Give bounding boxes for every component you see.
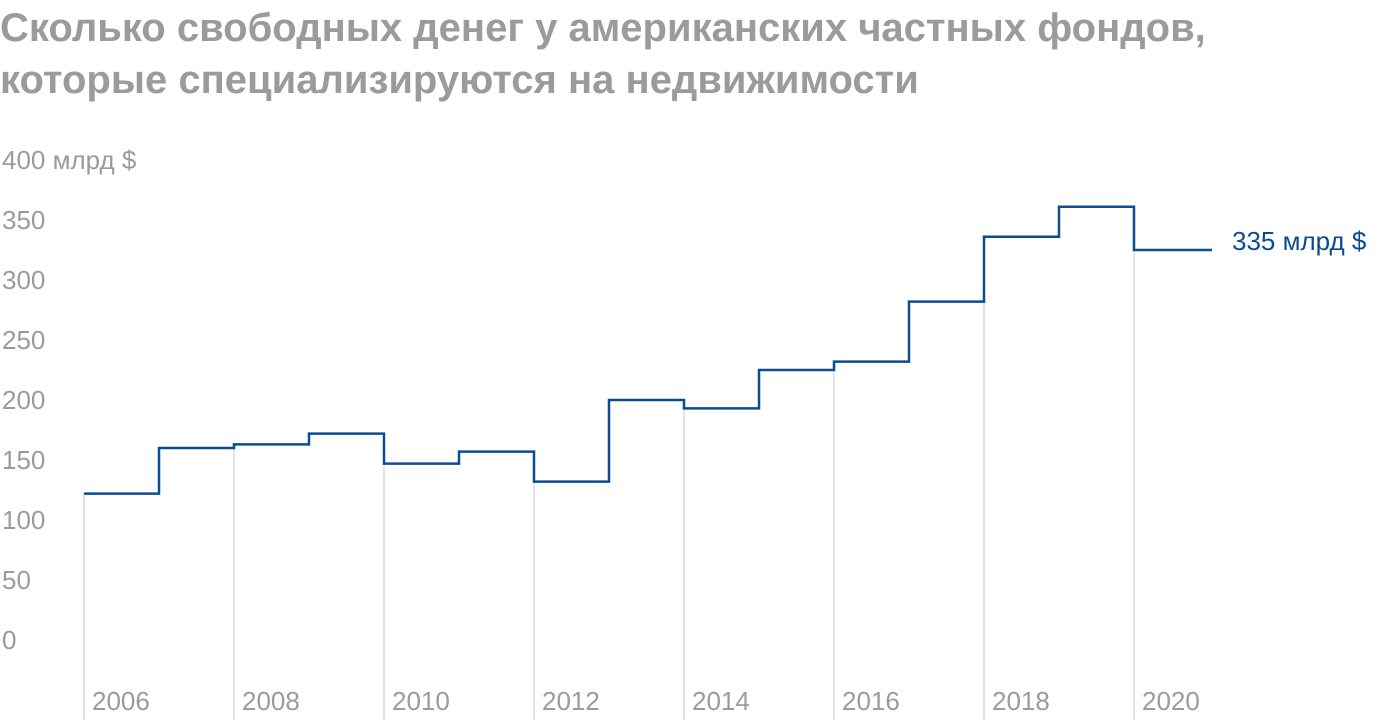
grid-lines <box>83 236 1135 720</box>
x-tick-label: 2018 <box>992 686 1050 716</box>
x-axis-ticks: 2006 2008 2010 2012 2014 2016 2018 2020 <box>92 686 1200 716</box>
chart-title: Сколько свободных денег у американских ч… <box>0 2 1360 106</box>
y-tick-label: 300 <box>2 265 45 295</box>
y-axis-ticks: 0 50 100 150 200 250 300 350 400 млрд $ <box>2 145 137 655</box>
x-tick-label: 2016 <box>842 686 900 716</box>
y-tick-label: 350 <box>2 205 45 235</box>
series-group <box>84 205 1212 495</box>
chart-title-line-1: Сколько свободных денег у американских ч… <box>0 6 1206 50</box>
x-tick-label: 2012 <box>542 686 600 716</box>
y-tick-label: 100 <box>2 505 45 535</box>
y-tick-label: 250 <box>2 325 45 355</box>
x-tick-label: 2008 <box>242 686 300 716</box>
y-tick-label: 400 млрд $ <box>2 145 137 175</box>
end-label-group: 335 млрд $ <box>1232 226 1367 256</box>
y-tick-label: 0 <box>2 625 16 655</box>
x-tick-label: 2020 <box>1142 686 1200 716</box>
x-tick-label: 2006 <box>92 686 150 716</box>
y-tick-label: 50 <box>2 565 31 595</box>
x-tick-label: 2014 <box>692 686 750 716</box>
y-tick-label: 200 <box>2 385 45 415</box>
end-value-label: 335 млрд $ <box>1232 226 1367 256</box>
y-tick-label: 150 <box>2 445 45 475</box>
chart-title-line-2: которые специализируются на недвижимости <box>0 58 919 102</box>
series-line <box>84 205 1212 495</box>
x-tick-label: 2010 <box>392 686 450 716</box>
